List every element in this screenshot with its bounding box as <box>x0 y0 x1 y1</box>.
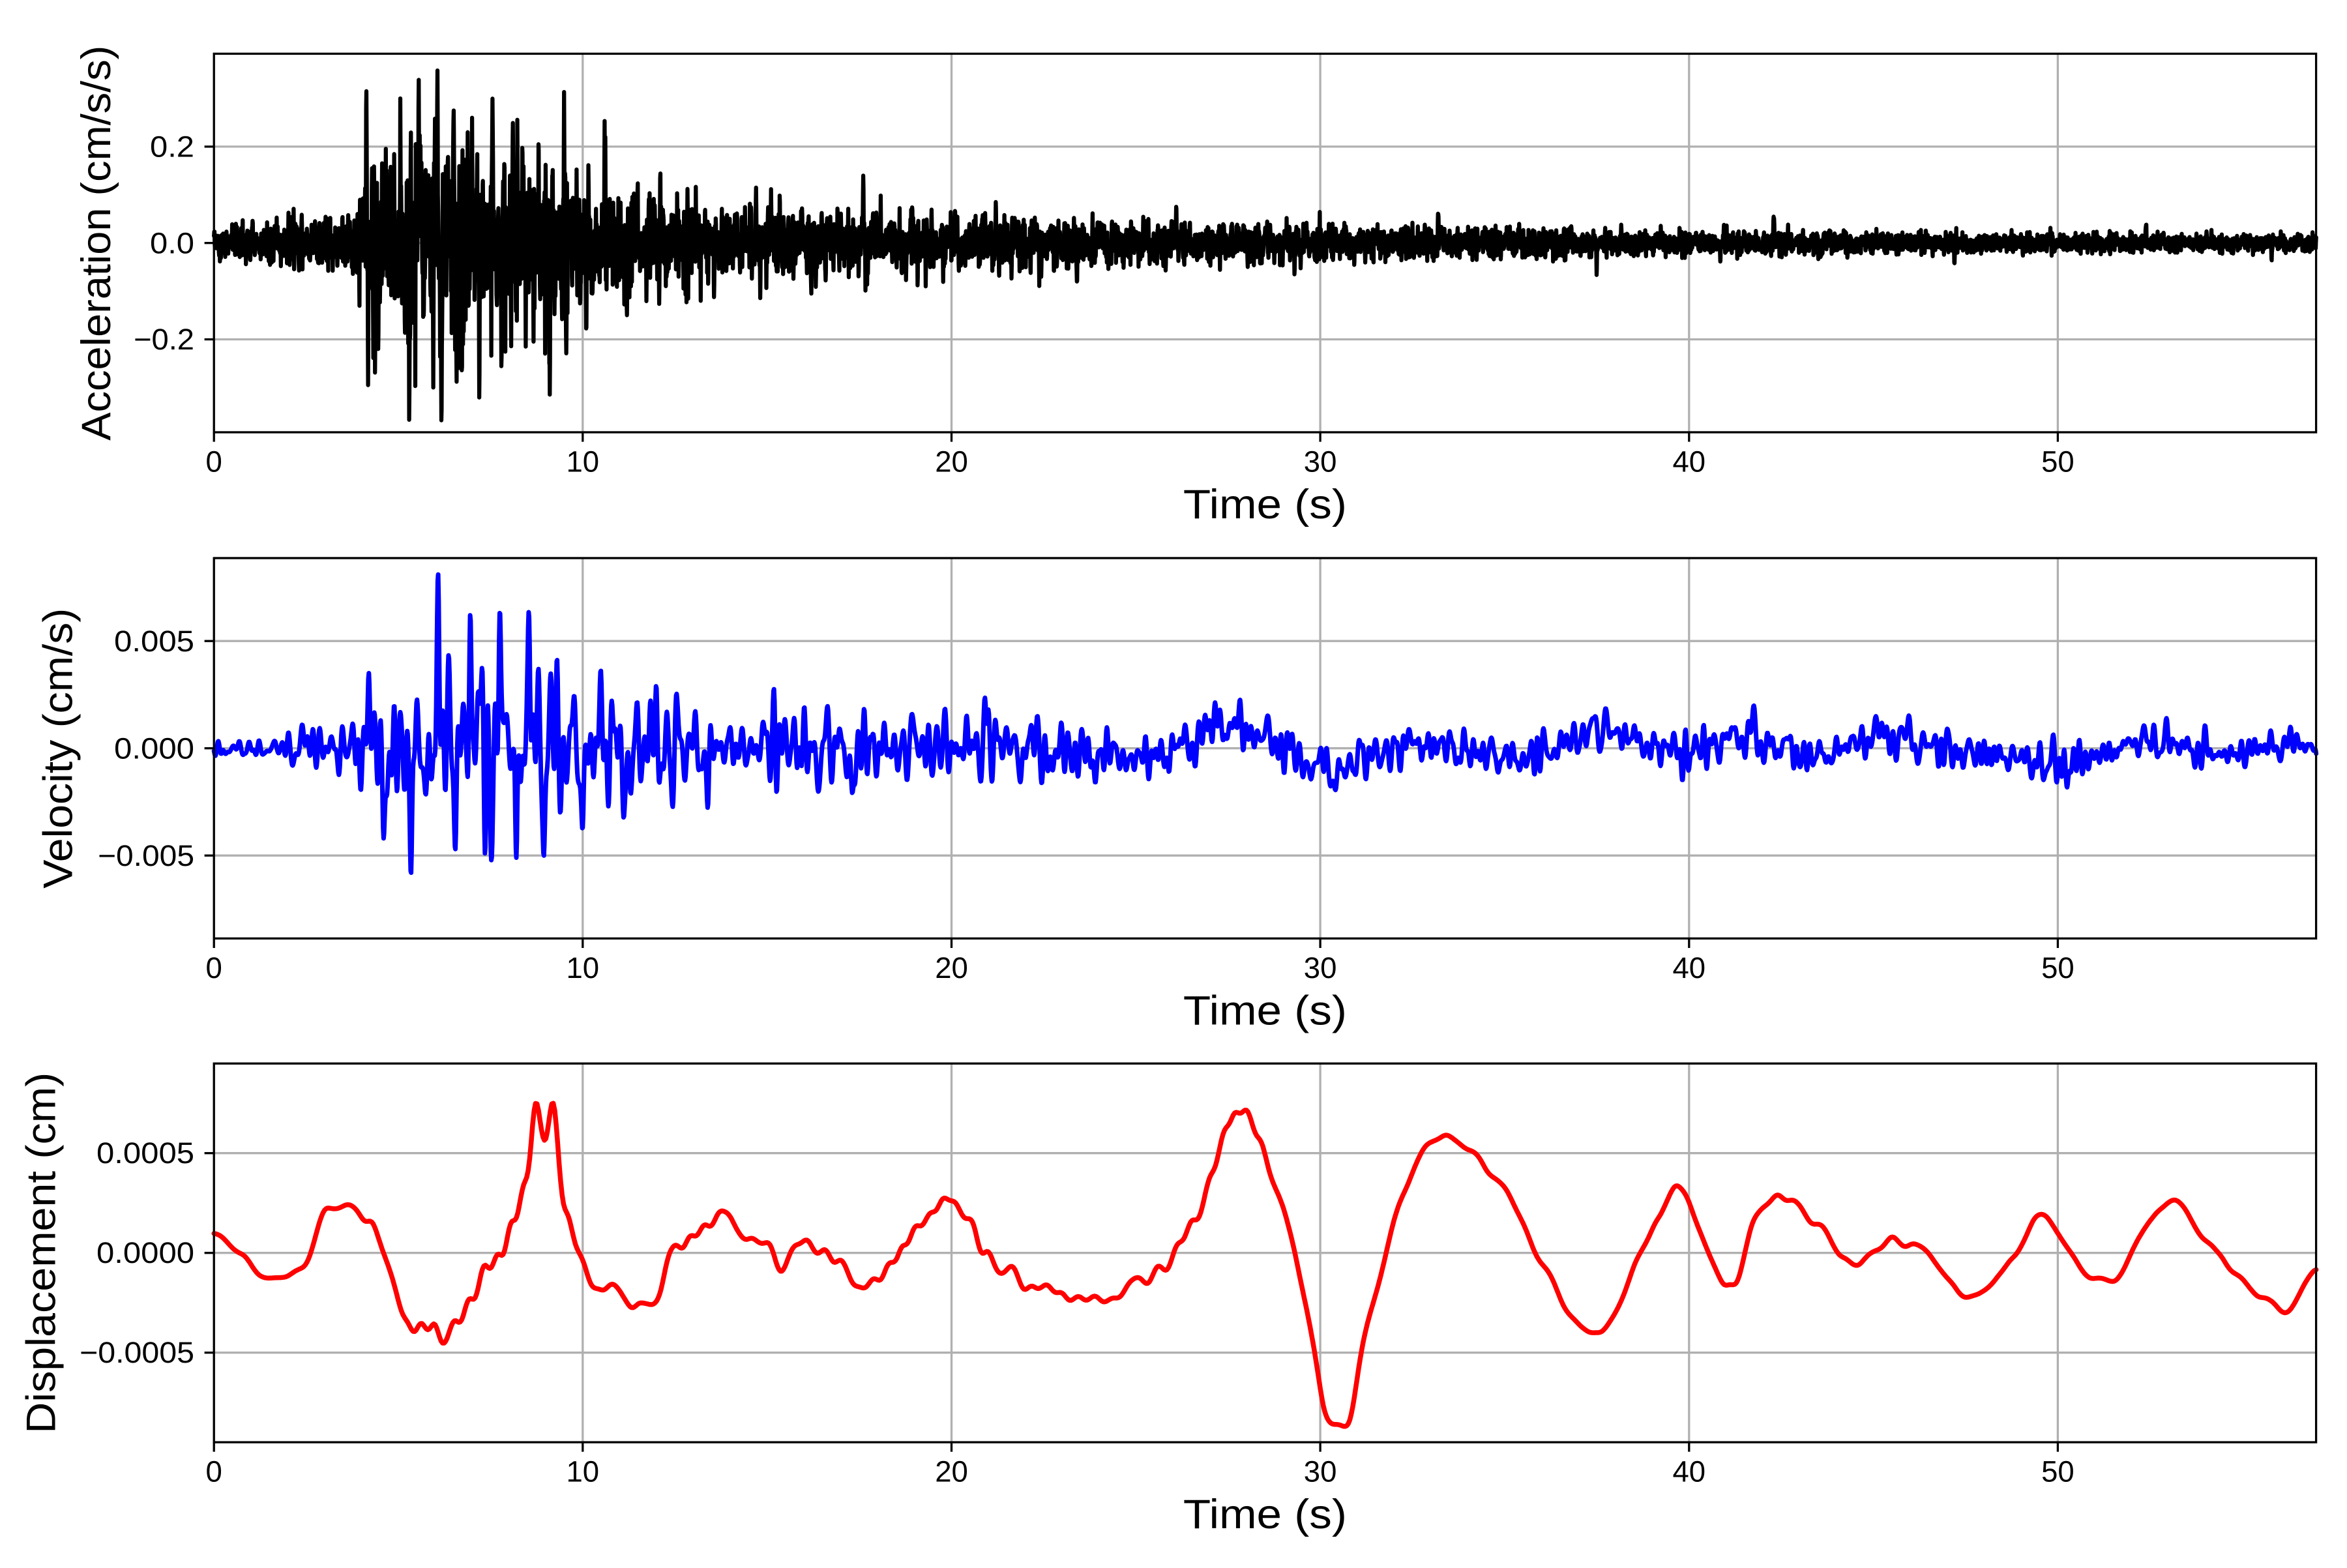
svg-text:0: 0 <box>206 951 222 984</box>
svg-text:0.0000: 0.0000 <box>96 1236 194 1269</box>
svg-text:Time (s): Time (s) <box>1183 1492 1347 1537</box>
svg-text:0.005: 0.005 <box>114 625 194 658</box>
svg-text:50: 50 <box>2041 951 2074 984</box>
svg-text:Velocity (cm/s): Velocity (cm/s) <box>36 608 81 889</box>
svg-text:0: 0 <box>206 1455 222 1488</box>
svg-text:40: 40 <box>1672 951 1705 984</box>
svg-text:Time (s): Time (s) <box>1183 482 1347 527</box>
svg-text:20: 20 <box>935 445 968 479</box>
svg-text:0.000: 0.000 <box>114 732 194 765</box>
svg-text:Acceleration (cm/s/s): Acceleration (cm/s/s) <box>74 46 119 441</box>
svg-text:0.2: 0.2 <box>150 130 194 164</box>
svg-text:−0.0005: −0.0005 <box>80 1336 194 1369</box>
svg-text:20: 20 <box>935 951 968 984</box>
svg-text:10: 10 <box>566 951 599 984</box>
svg-text:0: 0 <box>206 445 222 479</box>
svg-text:10: 10 <box>566 1455 599 1488</box>
svg-text:10: 10 <box>566 445 599 479</box>
svg-text:−0.005: −0.005 <box>98 839 194 872</box>
svg-text:−0.2: −0.2 <box>134 323 194 356</box>
svg-text:0.0005: 0.0005 <box>96 1136 194 1170</box>
svg-text:30: 30 <box>1304 445 1337 479</box>
svg-text:Displacement (cm): Displacement (cm) <box>19 1072 65 1434</box>
svg-text:50: 50 <box>2041 1455 2074 1488</box>
svg-text:Time (s): Time (s) <box>1183 988 1347 1034</box>
svg-text:50: 50 <box>2041 445 2074 479</box>
svg-text:40: 40 <box>1672 445 1705 479</box>
svg-text:20: 20 <box>935 1455 968 1488</box>
svg-text:30: 30 <box>1304 951 1337 984</box>
svg-text:30: 30 <box>1304 1455 1337 1488</box>
svg-text:0.0: 0.0 <box>150 226 194 259</box>
svg-text:40: 40 <box>1672 1455 1705 1488</box>
